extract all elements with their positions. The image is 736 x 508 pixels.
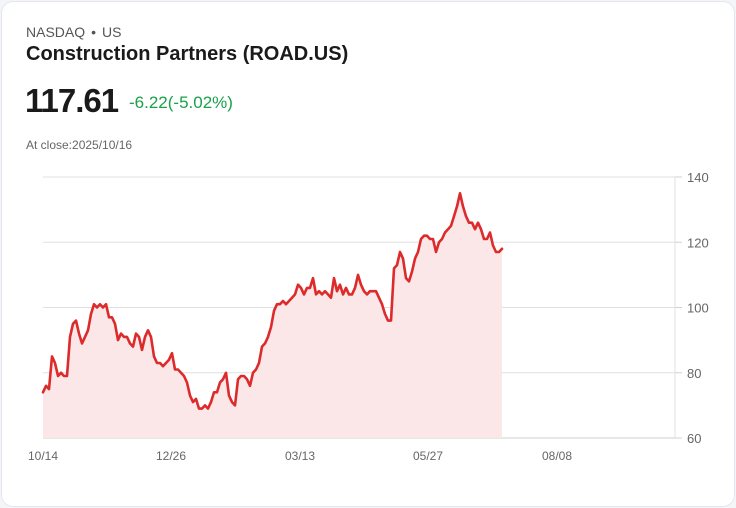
x-tick-label: 10/14 [28, 449, 58, 463]
separator-dot: • [91, 24, 97, 40]
price-line [41, 192, 504, 410]
x-tick-label: 12/26 [156, 449, 186, 463]
stock-title: Construction Partners (ROAD.US) [26, 43, 349, 65]
exchange-label: NASDAQ • US [26, 24, 121, 40]
x-tick-label: 03/13 [285, 449, 315, 463]
x-axis: 10/14 12/26 03/13 05/27 08/08 [28, 449, 572, 463]
price-change: -6.22(-5.02%) [129, 93, 233, 112]
y-tick-label: 140 [687, 170, 709, 185]
y-tick-label: 80 [687, 366, 701, 381]
stock-price: 117.61 [25, 82, 119, 119]
y-axis: 140 120 100 80 60 [674, 170, 709, 446]
region-name: US [102, 24, 122, 40]
x-tick-label: 08/08 [542, 449, 572, 463]
y-tick-label: 100 [687, 301, 709, 316]
close-date: At close:2025/10/16 [26, 138, 133, 152]
y-tick-label: 60 [687, 431, 701, 446]
price-area-fill [43, 193, 502, 438]
x-tick-label: 05/27 [413, 449, 443, 463]
y-tick-label: 120 [687, 235, 709, 250]
exchange-name: NASDAQ [26, 24, 86, 40]
